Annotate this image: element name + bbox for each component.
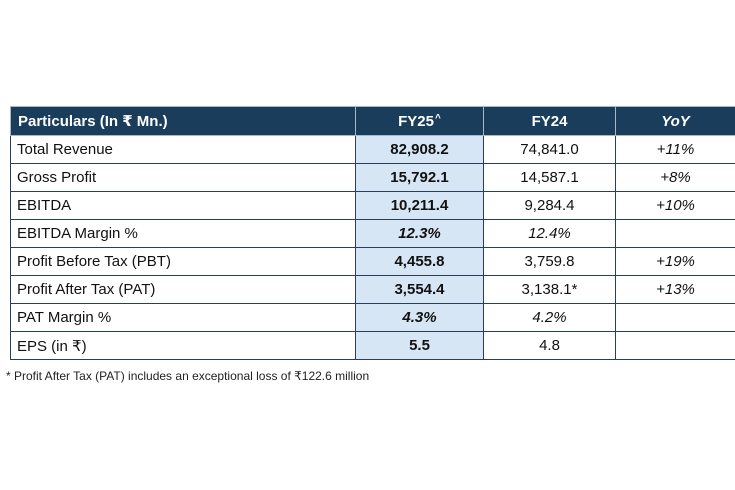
- fy24-value: 4.8: [483, 331, 616, 360]
- row-label: Gross Profit: [10, 163, 356, 192]
- fy25-value: 15,792.1: [355, 163, 484, 192]
- yoy-value: +13%: [615, 275, 735, 304]
- yoy-value: [615, 303, 735, 332]
- fy24-value: 9,284.4: [483, 191, 616, 220]
- financial-results-table: Particulars (In ₹ Mn.) FY25^ FY24 YoY To…: [10, 106, 735, 360]
- fy25-value: 10,211.4: [355, 191, 484, 220]
- yoy-value: +19%: [615, 247, 735, 276]
- fy25-value: 4,455.8: [355, 247, 484, 276]
- row-label: Profit Before Tax (PBT): [10, 247, 356, 276]
- yoy-value: [615, 331, 735, 360]
- fy24-value: 74,841.0: [483, 135, 616, 164]
- fy24-value: 4.2%: [483, 303, 616, 332]
- fy24-value: 3,759.8: [483, 247, 616, 276]
- table-header-row: Particulars (In ₹ Mn.) FY25^ FY24 YoY: [10, 106, 735, 136]
- header-fy25-label: FY25: [398, 112, 434, 130]
- row-label: Total Revenue: [10, 135, 356, 164]
- row-label: EBITDA Margin %: [10, 219, 356, 248]
- table-row: Profit After Tax (PAT) 3,554.4 3,138.1* …: [10, 275, 735, 304]
- header-yoy: YoY: [615, 106, 735, 136]
- row-label: EBITDA: [10, 191, 356, 220]
- table-row: EBITDA Margin % 12.3% 12.4%: [10, 219, 735, 248]
- table-row: Profit Before Tax (PBT) 4,455.8 3,759.8 …: [10, 247, 735, 276]
- fy25-value: 12.3%: [355, 219, 484, 248]
- header-fy25-mark: ^: [435, 112, 441, 124]
- fy25-value: 82,908.2: [355, 135, 484, 164]
- fy24-value: 14,587.1: [483, 163, 616, 192]
- fy25-value: 3,554.4: [355, 275, 484, 304]
- fy24-value: 3,138.1*: [483, 275, 616, 304]
- row-label: PAT Margin %: [10, 303, 356, 332]
- header-particulars: Particulars (In ₹ Mn.): [10, 106, 356, 136]
- header-fy25: FY25^: [355, 106, 484, 136]
- row-label: Profit After Tax (PAT): [10, 275, 356, 304]
- row-label: EPS (in ₹): [10, 331, 356, 360]
- yoy-value: [615, 219, 735, 248]
- yoy-value: +10%: [615, 191, 735, 220]
- yoy-value: +11%: [615, 135, 735, 164]
- footnote: * Profit After Tax (PAT) includes an exc…: [6, 369, 370, 383]
- yoy-value: +8%: [615, 163, 735, 192]
- table-row: PAT Margin % 4.3% 4.2%: [10, 303, 735, 332]
- table-row: EPS (in ₹) 5.5 4.8: [10, 331, 735, 360]
- header-fy24: FY24: [483, 106, 616, 136]
- table-row: Gross Profit 15,792.1 14,587.1 +8%: [10, 163, 735, 192]
- table-row: Total Revenue 82,908.2 74,841.0 +11%: [10, 135, 735, 164]
- table-row: EBITDA 10,211.4 9,284.4 +10%: [10, 191, 735, 220]
- fy24-value: 12.4%: [483, 219, 616, 248]
- fy25-value: 4.3%: [355, 303, 484, 332]
- fy25-value: 5.5: [355, 331, 484, 360]
